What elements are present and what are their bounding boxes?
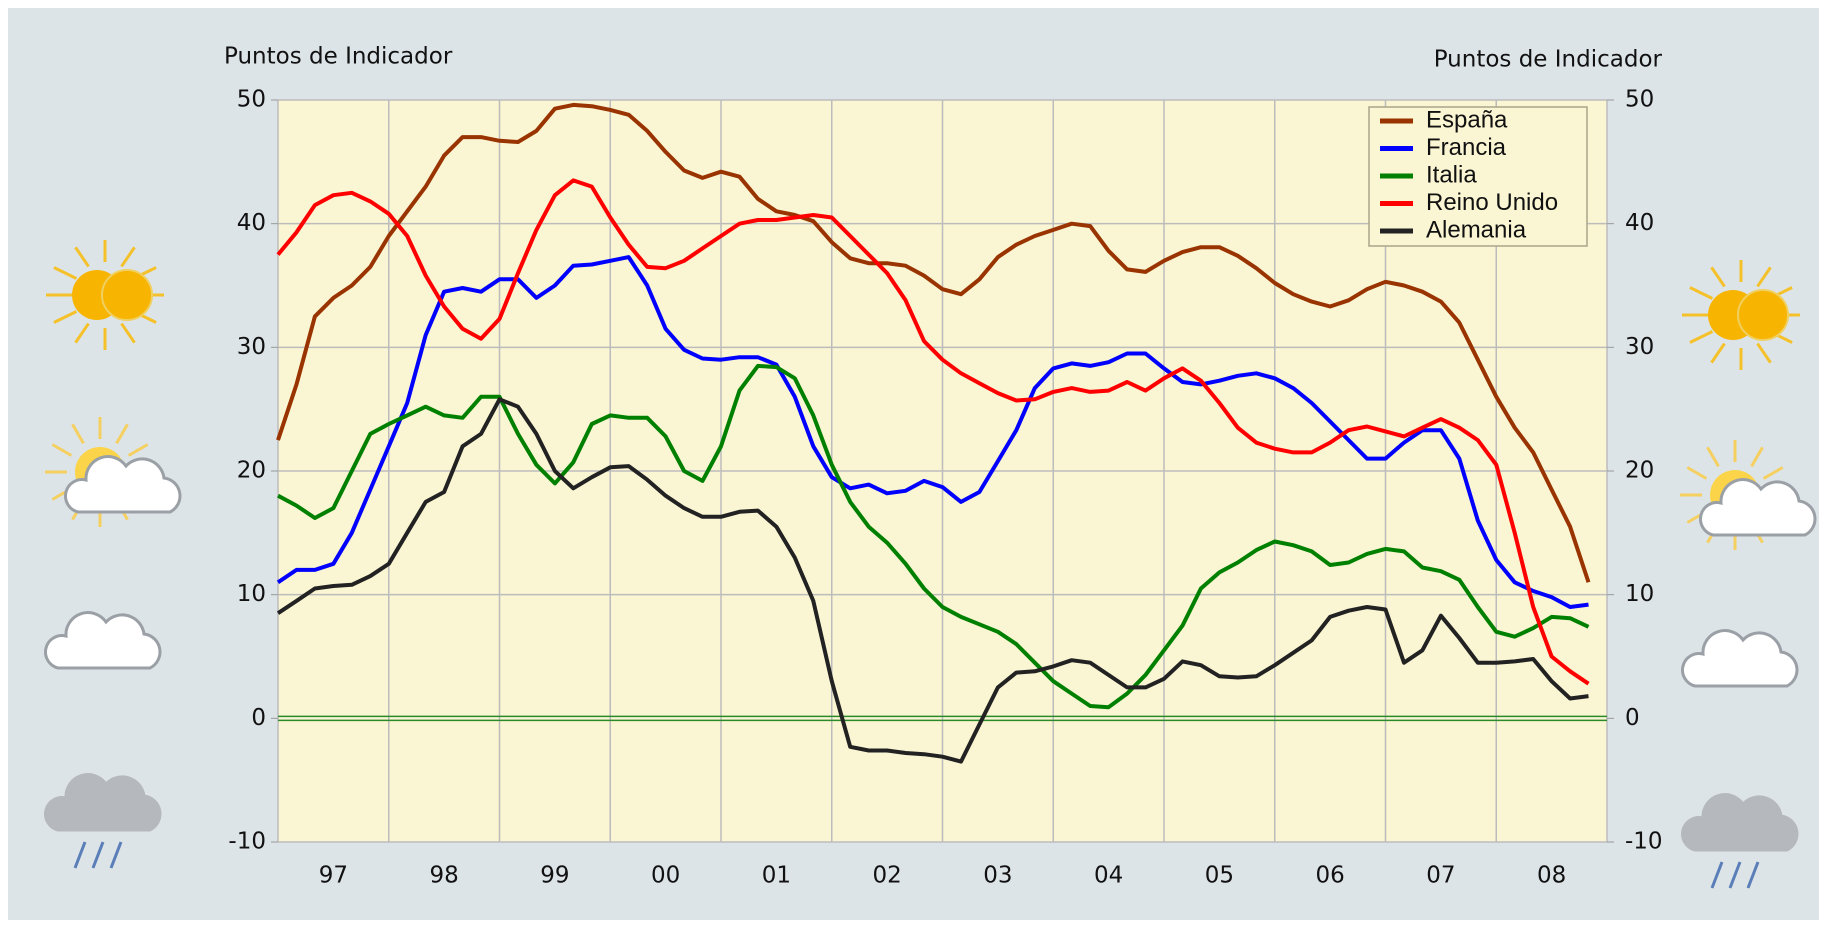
sun-ray <box>1750 446 1764 468</box>
sun-ray <box>71 423 85 445</box>
legend-label: Italia <box>1426 161 1477 188</box>
rain-drop <box>1728 861 1742 889</box>
sun-ray <box>51 443 73 457</box>
sun-ray <box>1706 446 1720 468</box>
y-tick-label: 0 <box>251 705 266 731</box>
sun-ray <box>1689 330 1714 344</box>
sun-icon <box>46 240 164 350</box>
cloud-icon <box>1699 478 1817 537</box>
x-tick-label: 02 <box>872 863 901 889</box>
sun-ray <box>74 322 90 344</box>
legend-label: España <box>1426 106 1508 133</box>
x-tick-label: 00 <box>651 863 680 889</box>
sun-ray <box>53 310 78 324</box>
y2-tick-label: 40 <box>1625 210 1654 236</box>
sun-ray <box>53 266 78 280</box>
x-tick-label: 01 <box>762 863 791 889</box>
x-tick-label: 03 <box>983 863 1012 889</box>
y2-axis-title: Puntos de Indicador <box>1434 47 1663 73</box>
rain-drop <box>73 841 87 869</box>
y-tick-label: 50 <box>237 87 266 113</box>
y-tick-label: -10 <box>228 829 266 855</box>
sun-ray <box>120 246 136 268</box>
sun-icon <box>1682 260 1800 370</box>
x-tick-label: 07 <box>1426 863 1455 889</box>
sun-ray <box>74 246 90 268</box>
y-tick-label: 20 <box>237 458 266 484</box>
legend-label: Alemania <box>1426 216 1527 243</box>
x-tick-label: 04 <box>1094 863 1123 889</box>
x-tick-label: 99 <box>540 863 569 889</box>
legend-label: Reino Unido <box>1426 189 1558 216</box>
y2-tick-label: 0 <box>1625 705 1640 731</box>
y-tick-label: 30 <box>237 334 266 360</box>
cloud-icon <box>1681 629 1799 688</box>
y-axis-title: Puntos de Indicador <box>224 44 453 70</box>
rain-drop <box>1710 861 1724 889</box>
cloud-icon <box>64 455 182 514</box>
series-line <box>276 178 1590 686</box>
sun-ray <box>1710 266 1726 288</box>
sun-ray <box>1686 466 1708 480</box>
series-line <box>276 102 1591 583</box>
sun-ray <box>1756 266 1772 288</box>
y2-tick-label: 20 <box>1625 458 1654 484</box>
cloud-icon <box>44 773 162 832</box>
y2-tick-label: 50 <box>1625 87 1654 113</box>
sun-ray <box>1762 466 1784 480</box>
series-line <box>276 255 1589 609</box>
sun-ray <box>115 423 129 445</box>
sun-ray <box>127 443 149 457</box>
sun-ray <box>120 322 136 344</box>
x-tick-label: 98 <box>429 863 458 889</box>
series-line <box>276 397 1589 764</box>
cloud-icon <box>1681 793 1799 852</box>
y2-tick-label: -10 <box>1625 829 1663 855</box>
sun-disc <box>101 269 153 321</box>
x-tick-label: 06 <box>1315 863 1344 889</box>
rain-drop <box>1746 861 1760 889</box>
y-tick-label: 10 <box>237 581 266 607</box>
x-tick-label: 08 <box>1537 863 1566 889</box>
sun-disc <box>1737 289 1789 341</box>
y-tick-label: 40 <box>237 210 266 236</box>
y2-tick-label: 10 <box>1625 581 1654 607</box>
series-line <box>277 363 1590 710</box>
rain-drop <box>109 841 123 869</box>
sun-ray <box>1710 342 1726 364</box>
rain-drop <box>91 841 105 869</box>
sun-ray <box>1689 286 1714 300</box>
y2-tick-label: 30 <box>1625 334 1654 360</box>
sun-ray <box>1756 342 1772 364</box>
legend-label: Francia <box>1426 134 1507 161</box>
x-tick-label: 05 <box>1205 863 1234 889</box>
x-tick-label: 97 <box>319 863 348 889</box>
cloud-icon <box>44 611 162 670</box>
